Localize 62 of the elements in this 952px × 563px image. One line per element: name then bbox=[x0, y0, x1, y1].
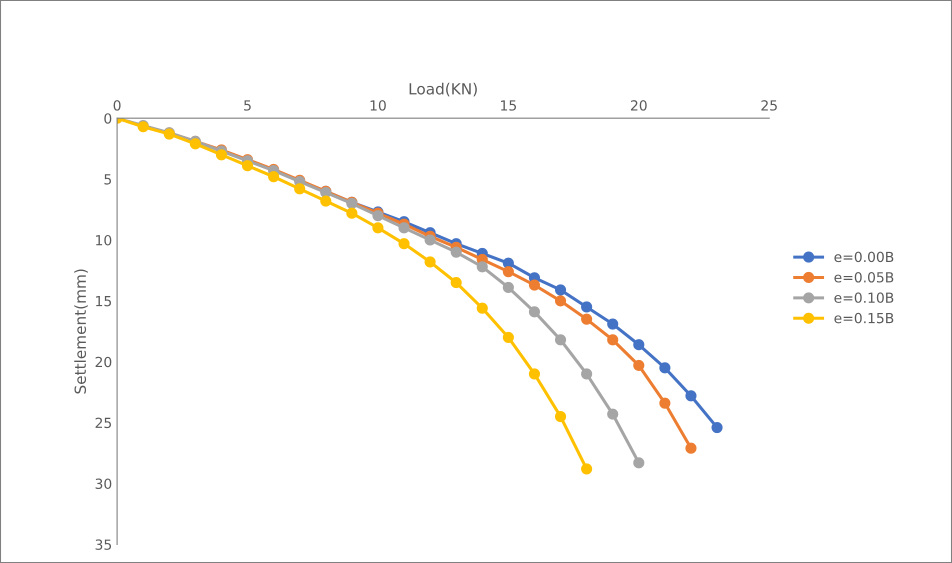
point bbox=[528, 279, 540, 291]
x-tick-label: 15 bbox=[501, 100, 516, 111]
point bbox=[633, 360, 644, 371]
legend-label: e=0.05B bbox=[834, 272, 894, 283]
point bbox=[450, 246, 462, 258]
point bbox=[216, 149, 227, 160]
y-tick-label: 10 bbox=[96, 234, 112, 246]
point bbox=[581, 463, 592, 474]
legend-label: e=0.00B bbox=[834, 252, 894, 262]
point bbox=[607, 334, 618, 346]
y-tick-label: 35 bbox=[96, 539, 112, 550]
point bbox=[502, 266, 514, 278]
legend-label: e=0.10B bbox=[834, 292, 894, 303]
x-tick-label: 20 bbox=[630, 100, 647, 111]
point bbox=[554, 295, 566, 306]
point bbox=[581, 314, 592, 325]
point bbox=[502, 282, 514, 294]
point bbox=[320, 195, 332, 207]
point bbox=[711, 422, 723, 434]
x-axis-title: Load(KN) bbox=[410, 82, 477, 96]
point bbox=[633, 457, 644, 468]
point bbox=[502, 332, 514, 343]
y-tick-label: 15 bbox=[96, 296, 112, 306]
point bbox=[268, 171, 280, 182]
point bbox=[528, 306, 540, 318]
point bbox=[581, 301, 592, 313]
point bbox=[607, 318, 618, 330]
point bbox=[633, 339, 644, 350]
point bbox=[476, 261, 488, 272]
point bbox=[554, 411, 566, 422]
point bbox=[554, 334, 566, 346]
y-tick-label: 25 bbox=[96, 418, 112, 428]
point bbox=[372, 222, 384, 234]
point bbox=[450, 277, 462, 288]
y-axis-title: Settlement(mm) bbox=[74, 269, 88, 394]
point bbox=[242, 160, 254, 172]
y-tick-label: 0 bbox=[104, 113, 112, 124]
point bbox=[346, 208, 358, 219]
y-tick-label: 30 bbox=[96, 478, 112, 490]
x-tick-label: 0 bbox=[114, 100, 121, 111]
point bbox=[685, 390, 697, 402]
point bbox=[372, 210, 384, 222]
point bbox=[659, 398, 670, 409]
point bbox=[190, 138, 201, 150]
point bbox=[398, 238, 410, 250]
point bbox=[554, 284, 566, 296]
y-tick-label: 20 bbox=[96, 356, 112, 368]
point bbox=[294, 183, 306, 194]
point bbox=[607, 408, 618, 420]
x-tick-label: 10 bbox=[370, 100, 386, 111]
point bbox=[659, 362, 670, 374]
x-tick-label: 25 bbox=[761, 100, 777, 111]
point bbox=[398, 222, 410, 234]
y-tick-label: 5 bbox=[104, 174, 112, 185]
point bbox=[528, 368, 540, 380]
point bbox=[424, 256, 436, 268]
point bbox=[685, 442, 697, 454]
legend-label: e=0.15B bbox=[834, 312, 894, 324]
point bbox=[581, 368, 592, 380]
x-tick-label: 5 bbox=[244, 100, 251, 111]
point bbox=[476, 302, 488, 314]
point bbox=[424, 234, 436, 246]
